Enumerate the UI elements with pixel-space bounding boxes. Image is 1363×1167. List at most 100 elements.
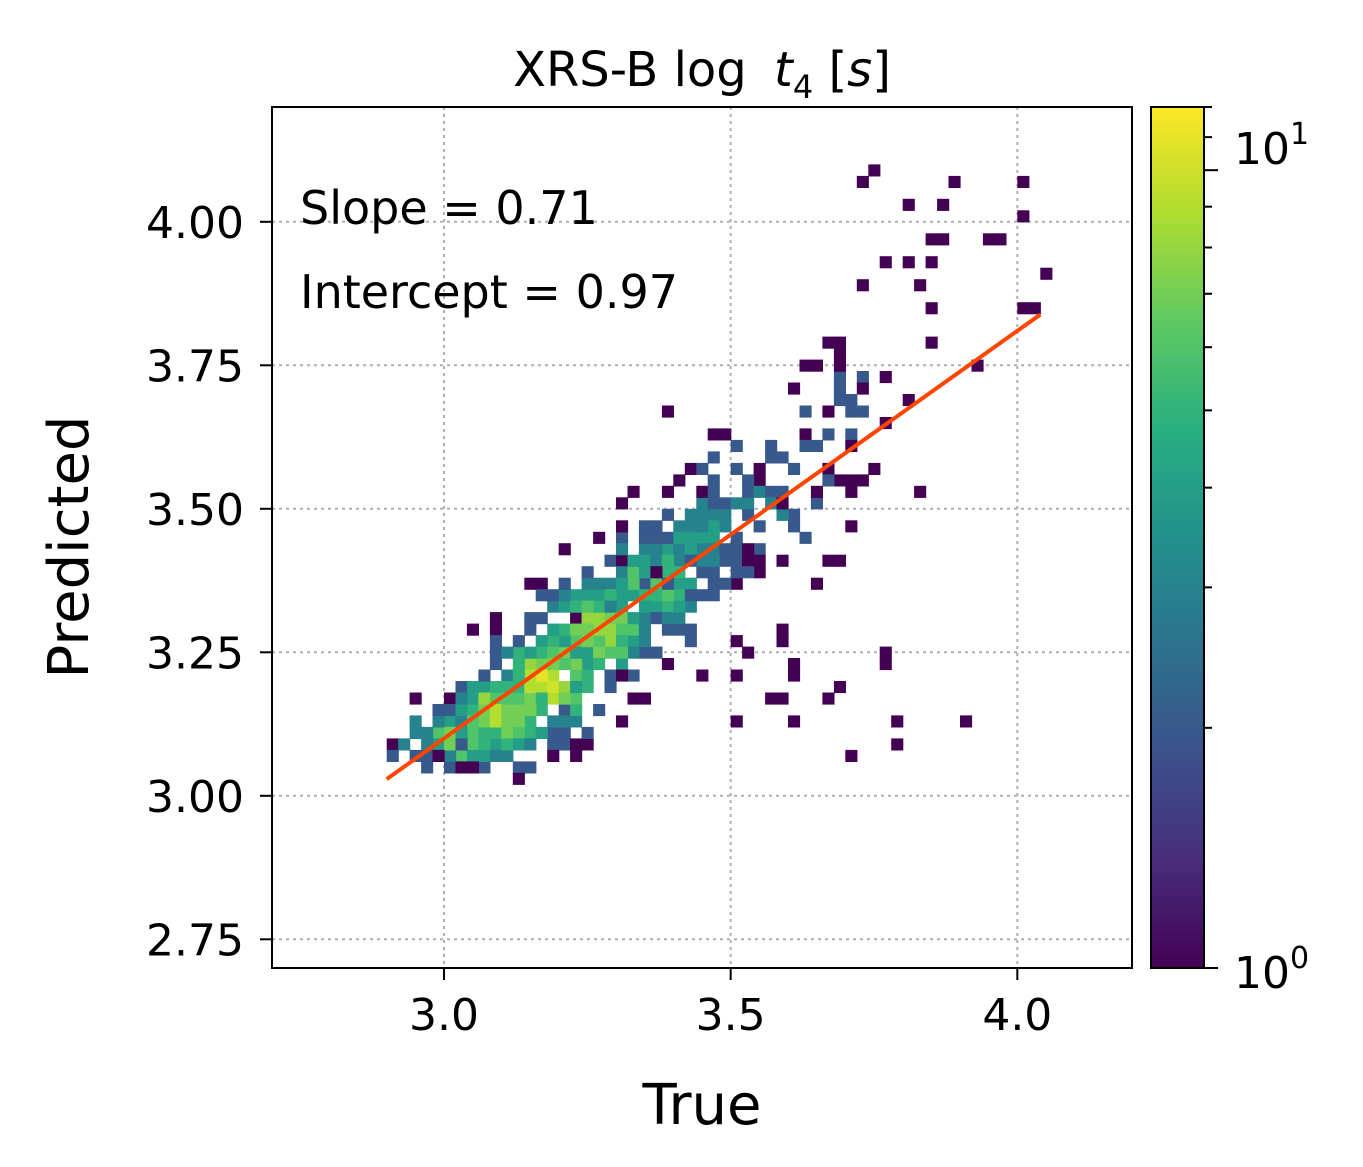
histogram-cell <box>661 612 674 625</box>
histogram-cell <box>535 692 548 705</box>
histogram-cell <box>627 589 640 602</box>
histogram-cell <box>581 612 594 625</box>
histogram-cell <box>432 715 445 728</box>
histogram-cell <box>489 646 502 659</box>
histogram-cell <box>799 439 812 452</box>
histogram-cell <box>466 749 479 762</box>
histogram-cell <box>776 635 789 648</box>
histogram-cell <box>558 635 571 648</box>
histogram-cell <box>925 256 938 269</box>
histogram-cell <box>822 554 835 567</box>
histogram-cell <box>788 382 801 395</box>
histogram-cell <box>581 669 594 682</box>
histogram-cell <box>604 623 617 636</box>
histogram-cell <box>478 692 491 705</box>
histogram-cell <box>810 359 823 372</box>
histogram-cell <box>616 543 629 556</box>
histogram-cell <box>627 554 640 567</box>
histogram-cell <box>512 692 525 705</box>
histogram-cell <box>501 715 514 728</box>
histogram-cell <box>638 623 651 636</box>
histogram-cell <box>638 566 651 579</box>
histogram-cell <box>948 175 961 188</box>
histogram-cell <box>730 462 743 475</box>
histogram-cell <box>833 681 846 694</box>
histogram-cell <box>696 508 709 521</box>
histogram-cell <box>535 726 548 739</box>
histogram-cell <box>776 451 789 464</box>
histogram-cell <box>570 669 583 682</box>
histogram-cell <box>547 589 560 602</box>
histogram-cell <box>788 658 801 671</box>
histogram-cell <box>1040 267 1053 280</box>
histogram-cell <box>650 646 663 659</box>
histogram-cell <box>604 669 617 682</box>
histogram-cell <box>593 577 606 590</box>
histogram-cell <box>558 589 571 602</box>
histogram-cell <box>719 520 732 533</box>
histogram-cell <box>994 233 1007 246</box>
histogram-cell <box>581 681 594 694</box>
intercept-annotation: Intercept = 0.97 <box>300 265 678 319</box>
histogram-cell <box>593 589 606 602</box>
histogram-cell <box>753 520 766 533</box>
histogram-cell <box>684 623 697 636</box>
histogram-cell <box>524 646 537 659</box>
histogram-cell <box>466 761 479 774</box>
histogram-cell <box>432 704 445 717</box>
histogram-cell <box>879 371 892 384</box>
histogram-cell <box>730 715 743 728</box>
histogram-cell <box>765 439 778 452</box>
histogram-cell <box>489 612 502 625</box>
histogram-cell <box>925 336 938 349</box>
histogram-cell <box>501 669 514 682</box>
histogram-cell <box>707 474 720 487</box>
plot-frame <box>271 106 1133 969</box>
histogram-cell <box>810 485 823 498</box>
histogram-cell <box>661 554 674 567</box>
histogram-cell <box>730 543 743 556</box>
histogram-cell <box>696 589 709 602</box>
histogram-cell <box>524 612 537 625</box>
histogram-cell <box>673 600 686 613</box>
histogram-cell <box>661 543 674 556</box>
histogram-cell <box>547 681 560 694</box>
histogram-cell <box>1017 302 1030 315</box>
histogram-cell <box>593 658 606 671</box>
histogram-cell <box>627 669 640 682</box>
histogram-cell <box>638 531 651 544</box>
histogram-cell <box>650 600 663 613</box>
histogram-cell <box>604 635 617 648</box>
histogram-cell <box>547 669 560 682</box>
histogram-cell <box>455 704 468 717</box>
histogram-cell <box>868 462 881 475</box>
histogram-cell <box>765 451 778 464</box>
histogram-cell <box>558 692 571 705</box>
histogram-cell <box>856 382 869 395</box>
histogram-cell <box>673 577 686 590</box>
histogram-cell <box>788 508 801 521</box>
histogram-cell <box>638 577 651 590</box>
colorbar-label-min: 100 <box>1234 941 1309 999</box>
histogram-cell <box>638 635 651 648</box>
histogram-cell <box>524 738 537 751</box>
histogram-cell <box>501 726 514 739</box>
histogram-cell <box>455 761 468 774</box>
histogram-cell <box>638 692 651 705</box>
histogram-cell <box>845 485 858 498</box>
histogram-cell <box>489 623 502 636</box>
histogram-cell <box>707 577 720 590</box>
histogram-cell <box>719 428 732 441</box>
histogram-cell <box>489 715 502 728</box>
histogram-cell <box>570 646 583 659</box>
histogram-cell <box>478 726 491 739</box>
histogram-cell <box>524 726 537 739</box>
histogram-cell <box>627 485 640 498</box>
histogram-cell <box>833 336 846 349</box>
histogram-cell <box>466 681 479 694</box>
histogram-cell <box>581 577 594 590</box>
histogram-cell <box>730 669 743 682</box>
histogram-cell <box>604 646 617 659</box>
histogram-cell <box>489 704 502 717</box>
histogram-cell <box>455 692 468 705</box>
